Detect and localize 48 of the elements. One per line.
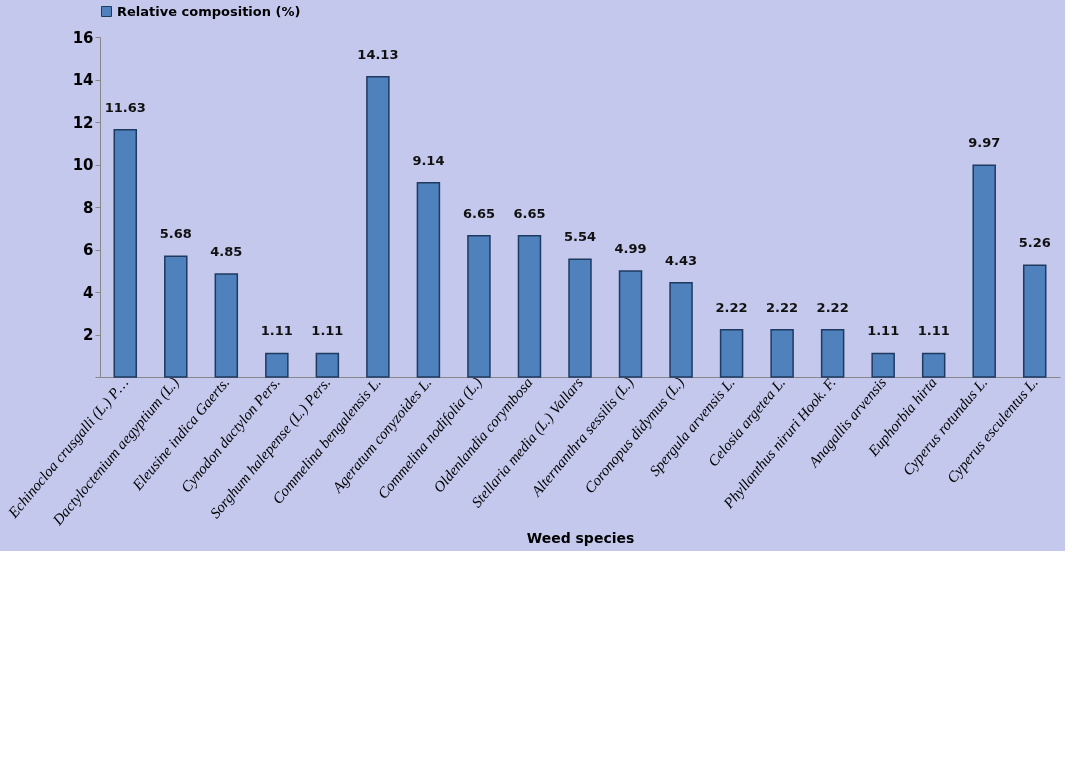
bar: [568, 258, 592, 378]
data-label: 1.11: [260, 323, 293, 339]
bar: [467, 234, 491, 378]
bar: [719, 329, 744, 378]
data-label: 2.22: [766, 299, 799, 315]
y-tick-label: 16: [72, 28, 94, 47]
data-label: 6.65: [513, 205, 546, 221]
data-label: 5.68: [159, 226, 192, 242]
y-tick-label: 10: [72, 156, 94, 174]
bar: [921, 352, 946, 378]
x-axis-title: Weed species: [526, 529, 635, 546]
bar: [416, 182, 441, 378]
data-label: 4.85: [210, 243, 243, 259]
bar: [113, 129, 138, 378]
bar: [366, 75, 390, 378]
bar: [871, 352, 895, 378]
data-label: 9.14: [412, 152, 445, 168]
data-label: 11.63: [104, 99, 146, 115]
y-tick-label: 14: [72, 71, 94, 89]
data-label: 6.65: [462, 205, 495, 221]
bar: [315, 352, 340, 378]
bar: [265, 352, 289, 378]
bar: [214, 273, 239, 378]
bar: [517, 234, 542, 378]
bar: [1022, 264, 1047, 378]
bar: [972, 164, 996, 378]
y-tick-label: 6: [83, 241, 94, 259]
data-label: 1.11: [867, 323, 900, 339]
data-label: 14.13: [357, 46, 399, 62]
bar: [164, 255, 188, 378]
data-label: 5.54: [563, 229, 597, 245]
bar: [820, 329, 845, 378]
bar: [669, 282, 693, 378]
legend-label: Relative composition (%): [117, 3, 301, 19]
data-label: 1.11: [917, 323, 950, 339]
y-tick-label: 12: [72, 113, 94, 132]
data-label: 4.99: [614, 240, 647, 256]
data-label: 2.22: [715, 299, 748, 315]
y-tick-label: 8: [83, 198, 94, 217]
y-tick-label: 2: [83, 326, 94, 344]
data-label: 1.11: [311, 323, 344, 339]
data-label: 4.43: [665, 252, 698, 268]
bar: [618, 270, 643, 378]
data-label: 9.97: [968, 135, 1001, 151]
bar: [770, 329, 794, 378]
data-label: 5.26: [1018, 235, 1051, 251]
data-label: 2.22: [816, 299, 849, 315]
y-tick-label: 4: [83, 283, 94, 302]
